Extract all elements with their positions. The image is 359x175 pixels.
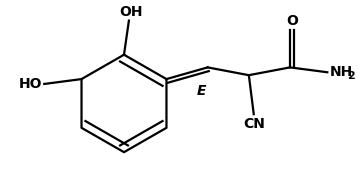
Text: O: O	[286, 14, 298, 28]
Text: CN: CN	[243, 117, 265, 131]
Text: OH: OH	[119, 5, 143, 19]
Text: NH: NH	[329, 65, 353, 79]
Text: E: E	[197, 84, 206, 98]
Text: HO: HO	[19, 77, 42, 91]
Text: 2: 2	[347, 71, 355, 81]
